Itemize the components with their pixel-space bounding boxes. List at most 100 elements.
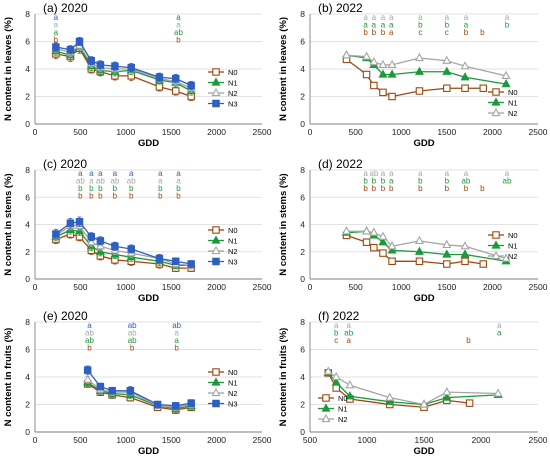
significance-letter: b <box>98 184 103 193</box>
significance-letters: aab <box>464 13 469 37</box>
y-tick-label: 6 <box>25 345 30 355</box>
x-tick-label: 2000 <box>207 282 226 292</box>
y-tick-label: 4 <box>300 64 305 74</box>
significance-letter: b <box>54 36 59 45</box>
significance-letter: a <box>89 169 94 178</box>
significance-letter: b <box>464 184 469 193</box>
x-tick-label: 2500 <box>253 282 272 292</box>
x-tick-label: 500 <box>303 435 317 445</box>
x-tick-label: 1000 <box>116 127 135 137</box>
data-point-N1 <box>387 69 397 78</box>
legend-marker-N3 <box>212 99 220 108</box>
data-point-N2 <box>323 366 333 375</box>
legend-label-N2: N2 <box>508 109 518 118</box>
y-tick-label: 0 <box>300 427 305 437</box>
data-point-N3 <box>83 366 92 374</box>
panel-title: (b) 2022 <box>318 1 363 15</box>
data-point-N0 <box>332 384 340 392</box>
data-point-N0 <box>479 84 488 93</box>
data-point-N3 <box>52 43 60 51</box>
data-point-N2 <box>414 235 424 244</box>
significance-letter: a <box>505 13 510 22</box>
significance-letter: b <box>98 192 103 201</box>
significance-letter: a <box>54 21 59 30</box>
y-tick-label: 0 <box>25 274 30 284</box>
y-tick-label: 8 <box>300 317 305 327</box>
data-point-N3 <box>171 257 180 266</box>
significance-letter: a <box>174 336 179 345</box>
significance-letter: ab <box>85 336 94 345</box>
significance-letter: a <box>381 169 386 178</box>
y-tick-label: 4 <box>25 64 30 74</box>
significance-letter: b <box>381 177 386 186</box>
significance-letter: b <box>176 36 181 45</box>
significance-letter: a <box>363 21 368 30</box>
significance-letter: b <box>363 177 368 186</box>
x-tick-label: 2500 <box>529 435 548 445</box>
significance-letter: ab <box>174 28 183 37</box>
significance-letter: ab <box>503 177 512 186</box>
data-point-N2 <box>442 55 452 64</box>
x-tick-label: 1500 <box>437 282 456 292</box>
data-point-N2 <box>385 392 395 401</box>
data-point-N2 <box>369 227 379 236</box>
x-tick-label: 1500 <box>162 435 181 445</box>
data-point-N3 <box>111 62 119 70</box>
x-tick-label: 1000 <box>116 282 135 292</box>
significance-letter: b <box>78 192 83 201</box>
significance-letter: c <box>418 28 422 37</box>
data-point-N0 <box>370 81 378 90</box>
y-tick-label: 8 <box>25 165 30 175</box>
legend-label-N1: N1 <box>228 79 238 88</box>
x-tick-label: 500 <box>349 127 363 137</box>
data-point-N1 <box>387 245 397 254</box>
legend-marker-N0 <box>212 68 220 76</box>
panel-title: (f) 2022 <box>318 309 360 323</box>
data-point-N3 <box>155 73 164 82</box>
significance-letter: ab <box>344 329 353 338</box>
y-tick-label: 2 <box>300 400 305 410</box>
x-tick-label: 1500 <box>437 127 456 137</box>
x-tick-label: 500 <box>73 435 87 445</box>
y-tick-label: 4 <box>300 220 305 230</box>
data-point-N0 <box>415 87 424 95</box>
y-axis-label: N content in leaves (%) <box>3 17 14 121</box>
data-point-N3 <box>96 237 105 245</box>
x-tick-label: 2000 <box>483 282 502 292</box>
data-point-N0 <box>388 92 396 101</box>
x-tick-label: 0 <box>33 282 38 292</box>
series-line-N2 <box>55 225 192 267</box>
data-point-N0 <box>171 87 180 95</box>
panel-f: 0 2 4 6 8 500 1000 1500 2000 2500 GDD N content in … <box>278 309 548 457</box>
panel-e: 0 2 4 6 8 0 500 1000 1500 2000 2500 GDD N content in… <box>3 309 272 457</box>
panel-c: 0 2 4 6 8 0 500 1000 1500 2000 2500 GDD N content in… <box>3 157 272 304</box>
significance-letter: b <box>445 184 450 193</box>
significance-letter: b <box>418 21 423 30</box>
y-tick-label: 8 <box>300 9 305 19</box>
data-point-N0 <box>388 257 396 266</box>
significance-letter: a <box>158 177 163 186</box>
legend-label-N0: N0 <box>508 88 518 97</box>
significance-letter: ab <box>85 329 94 338</box>
significance-letter: a <box>445 169 450 178</box>
significance-letter: b <box>389 184 394 193</box>
significance-letter: a <box>464 169 469 178</box>
legend-marker-N1 <box>211 377 221 386</box>
data-point-N0 <box>443 260 451 268</box>
data-point-N2 <box>83 374 93 383</box>
y-tick-label: 4 <box>25 372 30 382</box>
significance-letter: b <box>445 177 450 186</box>
legend-marker-N3 <box>212 257 220 266</box>
x-axis-label: GDD <box>138 446 159 457</box>
legend-label-N0: N0 <box>508 231 518 240</box>
significance-letter: a <box>389 28 394 37</box>
legend-marker-N0 <box>212 368 220 376</box>
significance-letter: b <box>87 344 92 353</box>
data-point-N1 <box>442 249 452 258</box>
data-point-N3 <box>153 400 162 409</box>
series-N3 <box>52 36 195 91</box>
data-point-N1 <box>442 66 452 75</box>
